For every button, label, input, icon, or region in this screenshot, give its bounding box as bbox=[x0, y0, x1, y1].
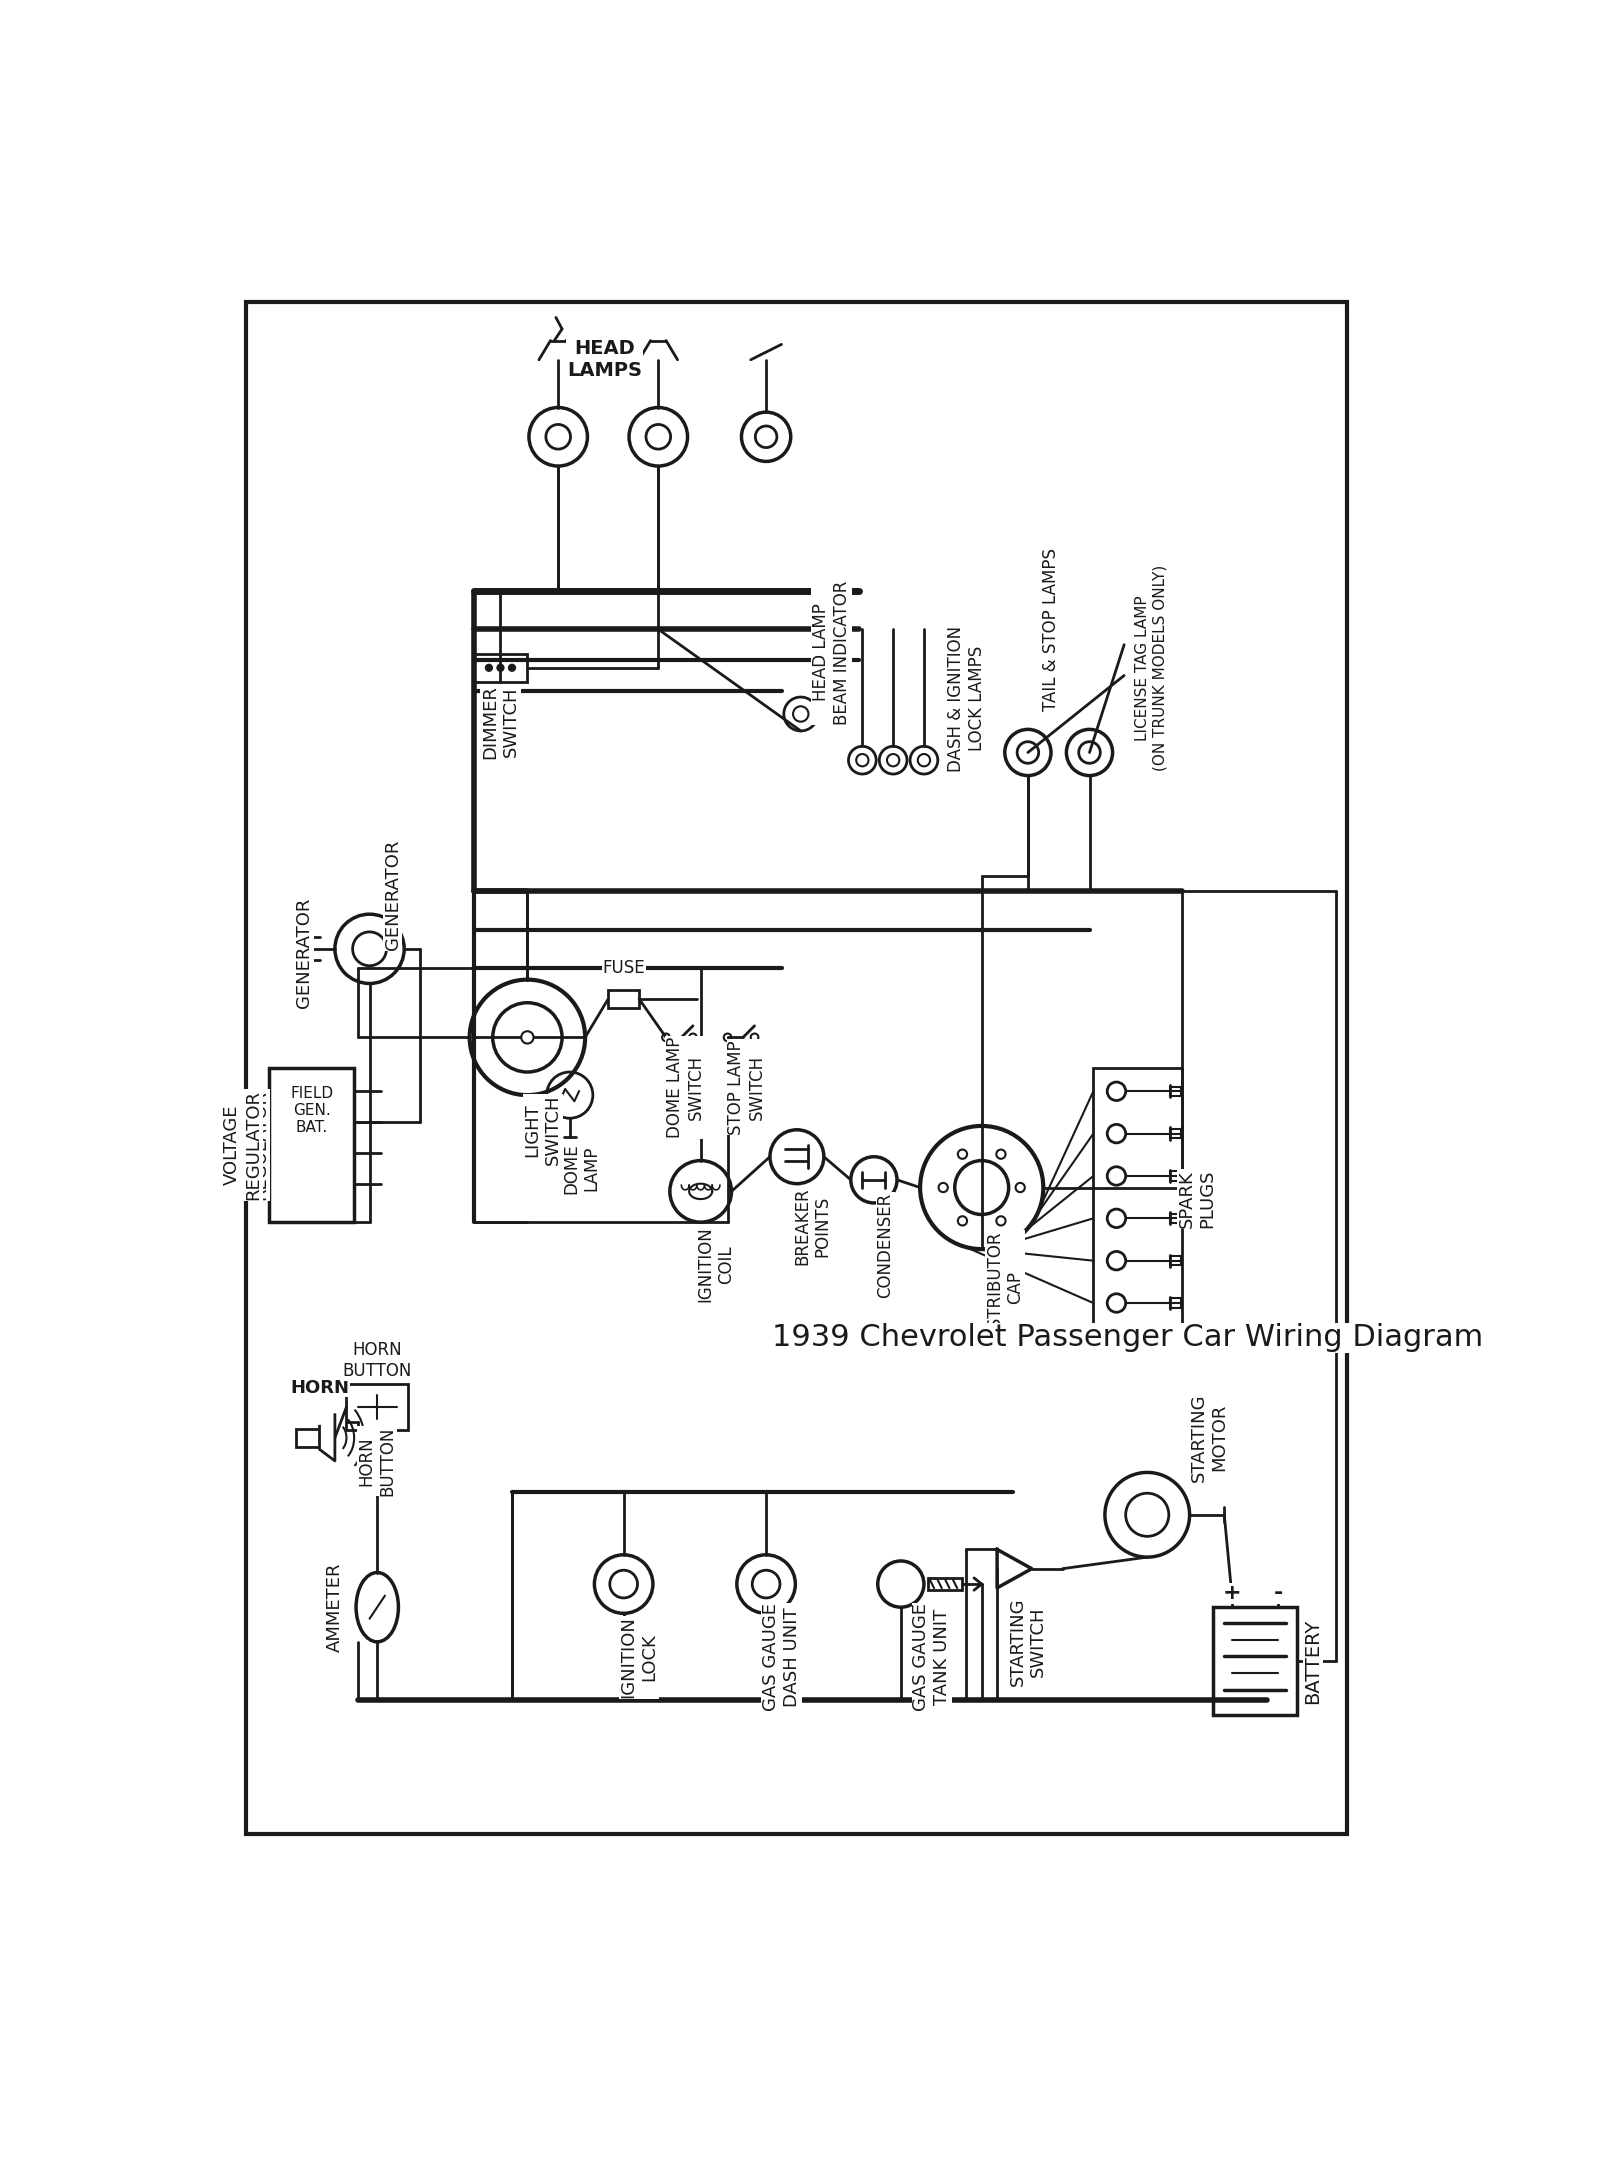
Text: GAS GAUGE
DASH UNIT: GAS GAUGE DASH UNIT bbox=[762, 1604, 802, 1712]
Text: FIELD
GEN.
BAT.: FIELD GEN. BAT. bbox=[290, 1086, 333, 1136]
Text: STARTING
SWITCH: STARTING SWITCH bbox=[1008, 1597, 1048, 1686]
Text: GENERATOR: GENERATOR bbox=[384, 840, 402, 950]
Text: HEAD LAMP
BEAM INDICATOR: HEAD LAMP BEAM INDICATOR bbox=[813, 580, 851, 725]
Text: IGNITION
LOCK: IGNITION LOCK bbox=[619, 1617, 659, 1699]
Bar bbox=[347, 1385, 408, 1430]
Text: LIGHT
SWITCH: LIGHT SWITCH bbox=[523, 1095, 562, 1164]
Text: TAIL & STOP LAMPS: TAIL & STOP LAMPS bbox=[1042, 547, 1059, 710]
Bar bbox=[1170, 1255, 1181, 1266]
Bar bbox=[1170, 1130, 1181, 1138]
Text: DISTRIBUTOR
CAP: DISTRIBUTOR CAP bbox=[986, 1231, 1024, 1344]
Text: CONDENSER: CONDENSER bbox=[877, 1192, 894, 1298]
Text: VOLTAGE
REGULATOR: VOLTAGE REGULATOR bbox=[230, 1091, 269, 1201]
Text: +: + bbox=[1222, 1584, 1242, 1604]
Text: HORN
BUTTON: HORN BUTTON bbox=[342, 1342, 411, 1381]
Bar bbox=[1213, 1608, 1298, 1716]
Circle shape bbox=[522, 1032, 533, 1043]
Bar bbox=[269, 1069, 354, 1223]
Bar bbox=[1170, 1214, 1181, 1223]
Text: FUSE: FUSE bbox=[602, 959, 645, 978]
Text: HORN
BUTTON: HORN BUTTON bbox=[358, 1426, 397, 1495]
Text: GAS GAUGE
TANK UNIT: GAS GAUGE TANK UNIT bbox=[912, 1604, 950, 1712]
Circle shape bbox=[486, 664, 491, 671]
Text: STOP LAMP
SWITCH: STOP LAMP SWITCH bbox=[728, 1041, 766, 1134]
Text: VOLTAGE
REGULATOR: VOLTAGE REGULATOR bbox=[222, 1091, 262, 1201]
Bar bbox=[1093, 1069, 1182, 1346]
Text: HORN: HORN bbox=[290, 1378, 349, 1396]
Text: BATTERY: BATTERY bbox=[1304, 1619, 1322, 1703]
Text: DASH & IGNITION
LOCK LAMPS: DASH & IGNITION LOCK LAMPS bbox=[947, 625, 986, 773]
Text: -: - bbox=[1274, 1584, 1283, 1604]
Bar bbox=[608, 989, 638, 1008]
Text: STARTING
MOTOR: STARTING MOTOR bbox=[1189, 1394, 1229, 1482]
Text: SPARK
PLUGS: SPARK PLUGS bbox=[1178, 1171, 1216, 1229]
Text: BREAKER
POINTS: BREAKER POINTS bbox=[794, 1188, 832, 1264]
Circle shape bbox=[509, 664, 515, 671]
Text: AMMETER: AMMETER bbox=[326, 1562, 344, 1651]
Bar bbox=[1170, 1086, 1181, 1095]
Text: HEAD
LAMPS: HEAD LAMPS bbox=[566, 340, 642, 381]
Text: DOME LAMP
SWITCH: DOME LAMP SWITCH bbox=[666, 1037, 704, 1138]
Bar bbox=[246, 303, 1347, 1835]
Bar bbox=[296, 1428, 320, 1448]
Text: DIMMER
SWITCH: DIMMER SWITCH bbox=[482, 684, 520, 760]
Bar bbox=[1170, 1171, 1181, 1182]
Bar bbox=[474, 654, 528, 682]
Text: IGNITION
COIL: IGNITION COIL bbox=[696, 1227, 736, 1303]
Text: LICENSE TAG LAMP
(ON TRUNK MODELS ONLY): LICENSE TAG LAMP (ON TRUNK MODELS ONLY) bbox=[1134, 565, 1168, 770]
Circle shape bbox=[498, 664, 504, 671]
Polygon shape bbox=[320, 1415, 334, 1461]
Bar bbox=[928, 1578, 963, 1591]
Text: GENERATOR: GENERATOR bbox=[294, 898, 314, 1008]
Text: 1939 Chevrolet Passenger Car Wiring Diagram: 1939 Chevrolet Passenger Car Wiring Diag… bbox=[773, 1322, 1483, 1352]
Bar bbox=[1170, 1298, 1181, 1307]
Text: DOME
LAMP: DOME LAMP bbox=[562, 1143, 600, 1195]
